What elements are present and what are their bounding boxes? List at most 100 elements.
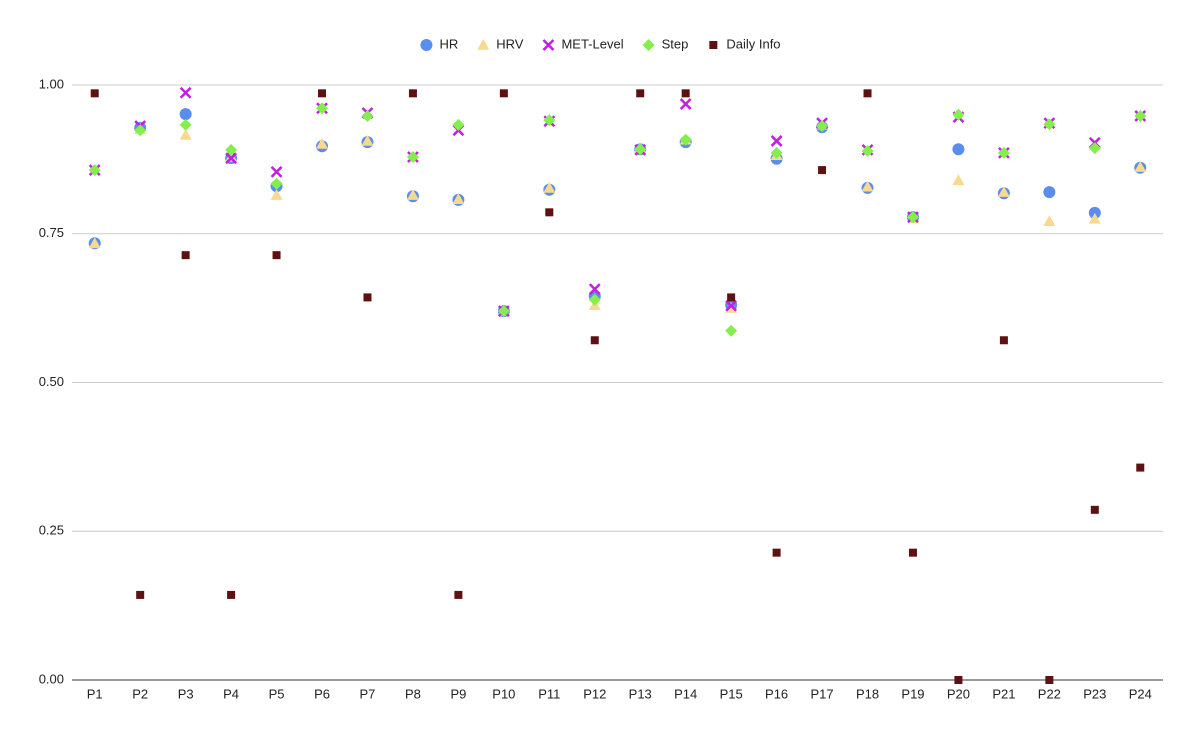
legend-label: MET-Level [561,36,623,51]
x-tick-label: P5 [269,686,285,701]
y-tick-label: 0.75 [39,225,64,240]
data-point [88,164,101,177]
legend-item: HR [420,36,458,51]
x-tick-label: P13 [629,686,652,701]
x-tick-label: P1 [87,686,103,701]
data-point [770,135,783,147]
x-tick-label: P2 [132,686,148,701]
data-point [1090,505,1099,514]
data-point [770,146,783,159]
legend-marker [420,39,433,51]
data-point [270,177,283,190]
data-point [1045,676,1054,684]
data-point [636,89,645,98]
data-point [725,324,738,337]
data-point [316,137,329,149]
data-point [861,145,874,158]
data-point [861,180,874,192]
data-point [272,251,281,260]
data-point [179,108,192,121]
data-point [863,89,872,98]
data-point [408,89,417,98]
legend-label: HRV [496,36,524,51]
x-tick-label: P3 [178,686,194,701]
legend-label: HR [439,36,458,51]
x-tick-label: P9 [450,686,466,701]
data-point [1043,186,1056,199]
data-point [361,109,374,122]
x-tick-label: P12 [583,686,606,701]
data-point [270,189,283,200]
legend-marker [642,39,655,51]
data-point [681,89,690,98]
legend-marker [542,39,555,51]
x-tick-label: P17 [810,686,833,701]
data-point [543,114,556,127]
data-point [406,189,419,200]
x-tick-label: P23 [1083,686,1106,701]
legend-marker [709,41,718,49]
x-tick-label: P18 [856,686,879,701]
x-tick-label: P10 [492,686,515,701]
data-point [179,86,192,99]
data-point [181,251,190,260]
data-point [318,89,327,98]
y-tick-label: 0.00 [39,671,64,686]
data-point [1136,463,1145,472]
legend-label: Step [662,36,689,51]
data-point [1043,215,1056,227]
x-tick-label: P8 [405,686,421,701]
x-tick-label: P15 [720,686,743,701]
legend-item: HRV [477,36,524,51]
data-point [772,548,781,557]
data-point [906,211,919,224]
x-tick-label: P22 [1038,686,1061,701]
data-point [1088,212,1101,224]
data-point [818,166,827,175]
x-tick-label: P20 [947,686,970,701]
data-point [497,305,510,318]
data-point [361,134,374,146]
legend-item: MET-Level [542,36,624,51]
x-tick-label: P21 [992,686,1015,701]
data-point [134,124,147,137]
legend: HR HRV MET-Level Step Daily Info [420,36,781,51]
data-point [997,146,1010,159]
data-point [634,143,647,156]
data-point [952,108,965,121]
legend-item: Daily Info [709,36,781,51]
data-point [88,237,101,249]
data-point [225,150,238,162]
data-point [588,293,601,306]
y-tick-label: 0.50 [39,374,64,389]
data-point [1134,109,1147,122]
legend-item: Step [642,36,689,51]
x-tick-label: P16 [765,686,788,701]
x-tick-label: P14 [674,686,697,701]
y-tick-label: 1.00 [39,76,64,91]
x-tick-label: P19 [901,686,924,701]
data-point [997,186,1010,197]
data-point [227,590,236,599]
data-point [179,118,192,131]
data-point [588,283,601,295]
legend-label: Daily Info [726,36,780,51]
data-point [954,676,963,684]
data-point [136,590,145,599]
data-point [679,98,692,110]
data-point [543,181,556,193]
x-tick-label: P4 [223,686,239,701]
data-point [270,165,283,178]
data-point [1088,142,1101,155]
data-point [727,293,736,302]
data-point [725,299,738,312]
data-point [1043,118,1056,131]
data-point [452,118,465,131]
data-point [363,293,372,302]
data-point [406,150,419,163]
data-point [679,133,692,146]
data-point [452,193,465,205]
data-point [225,143,238,156]
data-point [545,208,554,217]
